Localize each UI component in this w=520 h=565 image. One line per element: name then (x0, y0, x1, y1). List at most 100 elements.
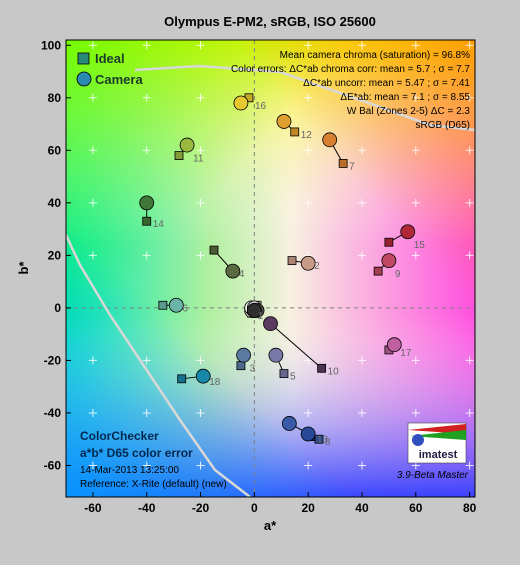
grid-cross (465, 146, 474, 155)
ideal-marker-18 (177, 374, 187, 384)
grid-cross (304, 461, 313, 470)
grid-cross (357, 251, 366, 260)
patch-label-4: 4 (239, 269, 245, 280)
patch-label-3: 3 (250, 364, 256, 375)
grid-cross (196, 356, 205, 365)
x-tick-label: 80 (463, 501, 477, 515)
grid-cross (196, 93, 205, 102)
axis-ticks: -60 -40 -20 0 20 40 60 80 -60 -40 -20 0 20 40 60 80 100 (41, 38, 477, 515)
camera-marker-16 (233, 95, 249, 111)
grid-cross (357, 356, 366, 365)
patch-label-2: 2 (314, 261, 320, 272)
camera-marker-9 (381, 253, 397, 269)
grid-cross (88, 93, 97, 102)
grid-cross (142, 93, 151, 102)
camera-marker-13 (300, 426, 316, 442)
grid-cross (465, 41, 474, 50)
info-title-1: ColorChecker (80, 429, 159, 443)
grid-cross (357, 41, 366, 50)
grid-cross (196, 408, 205, 417)
patch-label-13: 13 (317, 435, 329, 446)
stat-line-1: Mean camera chroma (saturation) = 96.8% (280, 50, 470, 61)
srgb-gamut-boundary-top (134, 64, 475, 132)
grid-cross (142, 461, 151, 470)
ideal-marker-15 (384, 237, 394, 247)
grid-cross (88, 461, 97, 470)
camera-marker-5 (268, 347, 284, 363)
timestamp: 14-Mar-2013 13:25:00 (80, 465, 179, 476)
camera-marker-8 (281, 416, 297, 431)
grid-cross (88, 251, 97, 260)
grid-cross (88, 198, 97, 207)
x-tick-label: -40 (138, 501, 156, 515)
imatest-logo: imatest (407, 422, 467, 464)
y-tick-label: -60 (44, 458, 62, 472)
camera-marker-14 (139, 195, 155, 211)
grid-cross (357, 146, 366, 155)
grid-cross (465, 461, 474, 470)
legend-ideal-marker (77, 52, 90, 65)
legend-camera-label: Camera (95, 72, 143, 87)
grid-cross (465, 93, 474, 102)
x-tick-label: -20 (192, 501, 210, 515)
patch-label-11: 11 (193, 154, 204, 165)
grid (66, 40, 475, 497)
camera-marker-3 (236, 347, 251, 363)
stat-line-6: sRGB (D65) (416, 120, 470, 131)
logo-text: imatest (419, 449, 458, 461)
stats-block: Mean camera chroma (saturation) = 96.8% … (231, 50, 470, 131)
grid-cross (196, 461, 205, 470)
ideal-marker-2 (287, 256, 297, 266)
ideal-marker-11 (174, 151, 184, 160)
patch-label-6: 6 (182, 303, 188, 314)
ideal-marker-3 (236, 361, 246, 371)
grid-cross (88, 408, 97, 417)
grid-cross (142, 41, 151, 50)
camera-marker-11 (179, 137, 195, 153)
legend-camera-marker (76, 71, 92, 87)
x-tick-label: 20 (301, 501, 315, 515)
grid-cross (196, 146, 205, 155)
grid-cross (304, 408, 313, 417)
y-tick-label: -20 (44, 353, 62, 367)
stat-line-4: ΔE*ab: mean = 7.1 ; σ = 8.55 (340, 92, 470, 103)
legend: Ideal Camera (76, 51, 143, 87)
grid-cross (196, 41, 205, 50)
grid-cross (411, 198, 420, 207)
patch-label-7: 7 (349, 161, 355, 172)
patch-label-15: 15 (414, 240, 426, 251)
x-tick-label: 60 (409, 501, 423, 515)
camera-marker-18 (195, 368, 211, 384)
logo-stripe-red (408, 424, 466, 434)
camera-marker-12 (276, 114, 292, 129)
ideal-marker-4 (209, 245, 219, 255)
camera-marker-24 (246, 303, 262, 318)
grid-cross (304, 198, 313, 207)
grid-cross (142, 408, 151, 417)
plot-frame (65, 39, 476, 498)
patch-label-17: 17 (400, 348, 412, 359)
chart-title: Olympus E-PM2, sRGB, ISO 25600 (164, 14, 376, 29)
patch-label-8: 8 (325, 437, 331, 448)
info-block: ColorChecker a*b* D65 color error 14-Mar… (80, 429, 227, 490)
grid-cross (142, 356, 151, 365)
patch-label-10: 10 (328, 366, 340, 377)
patch-label-12: 12 (301, 130, 313, 141)
ideal-marker-9 (373, 266, 383, 276)
y-tick-label: 60 (48, 143, 62, 157)
ideal-marker-7 (338, 159, 348, 168)
grid-cross (465, 198, 474, 207)
grid-cross (304, 146, 313, 155)
x-tick-label: 0 (251, 501, 258, 515)
grid-cross (465, 251, 474, 260)
ideal-marker-5 (279, 369, 289, 378)
patch-label-1: 1 (258, 311, 264, 322)
y-tick-label: -40 (44, 406, 62, 420)
y-tick-label: 0 (54, 301, 61, 315)
grid-cross (304, 356, 313, 365)
grid-cross (304, 41, 313, 50)
patch-label-16: 16 (255, 101, 267, 112)
grid-cross (304, 93, 313, 102)
